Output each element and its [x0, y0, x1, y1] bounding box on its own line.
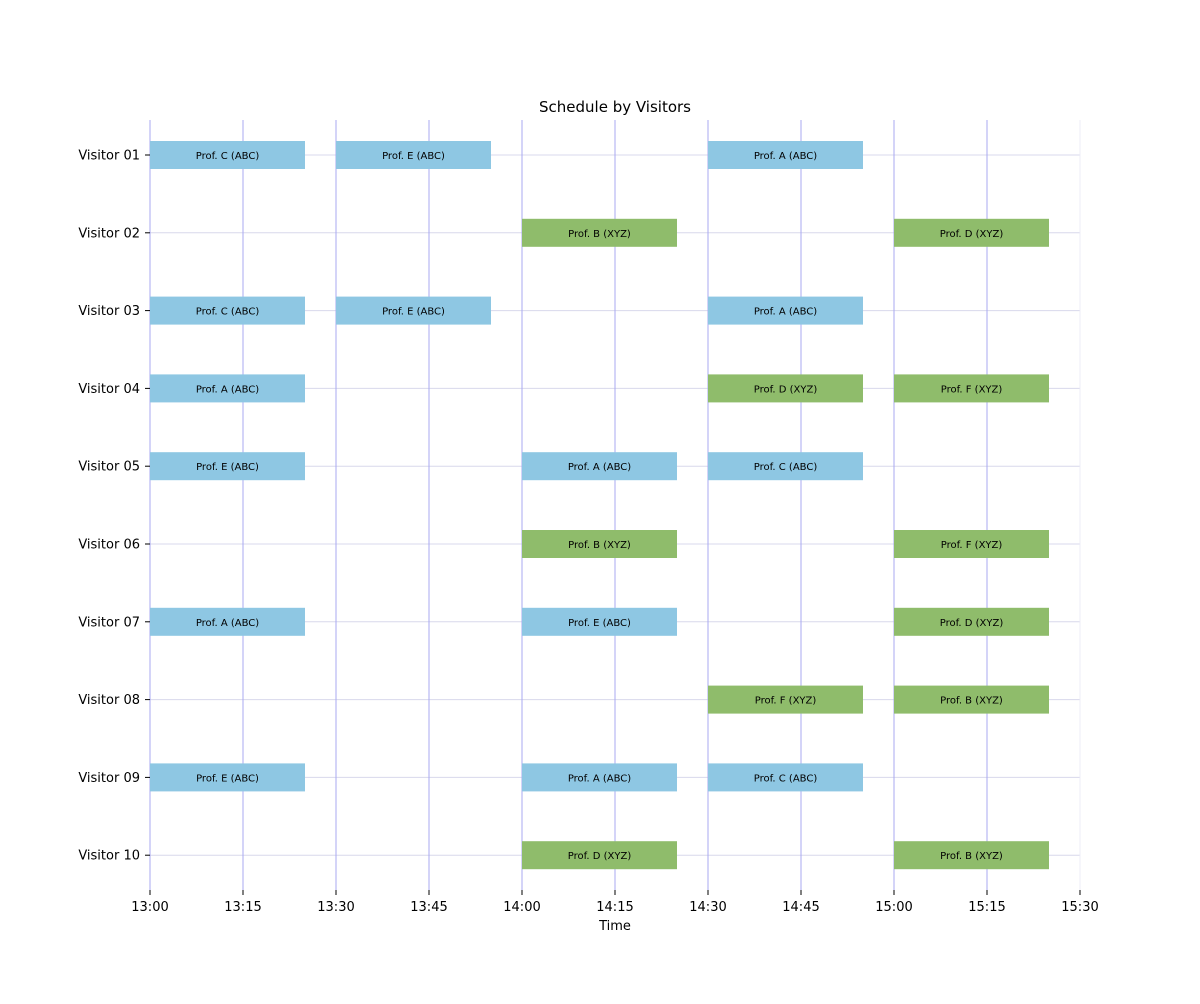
- meeting-label: Prof. E (ABC): [196, 462, 259, 473]
- x-tick-label: 14:45: [782, 900, 819, 915]
- x-tick-label: 14:15: [596, 900, 633, 915]
- meeting-bar: [708, 763, 863, 792]
- meeting-bar: [522, 841, 677, 870]
- y-tick-label: Visitor 05: [78, 460, 140, 475]
- y-tick-label: Visitor 06: [78, 538, 140, 553]
- y-tick-label: Visitor 08: [78, 693, 140, 708]
- meeting-bar: [522, 763, 677, 792]
- meeting-bar: [894, 374, 1049, 403]
- meeting-bar: [150, 296, 305, 325]
- meeting-bar: [522, 530, 677, 558]
- meeting-label: Prof. A (ABC): [568, 462, 631, 473]
- y-tick-label: Visitor 01: [78, 149, 140, 164]
- meeting-label: Prof. F (XYZ): [755, 696, 817, 707]
- meeting-label: Prof. F (XYZ): [941, 384, 1003, 395]
- meeting-bar: [894, 607, 1049, 636]
- meeting-bar: [336, 141, 491, 169]
- meeting-label: Prof. E (ABC): [382, 307, 445, 318]
- meeting-bar: [894, 530, 1049, 558]
- meeting-bar: [708, 685, 863, 714]
- meeting-bar: [522, 218, 677, 247]
- meeting-label: Prof. A (ABC): [568, 773, 631, 784]
- meeting-bar: [522, 452, 677, 481]
- meeting-bar: [150, 452, 305, 481]
- meeting-label: Prof. E (ABC): [196, 773, 259, 784]
- meeting-label: Prof. C (ABC): [196, 151, 260, 162]
- meeting-label: Prof. A (ABC): [196, 384, 259, 395]
- meeting-label: Prof. D (XYZ): [940, 229, 1004, 240]
- meeting-label: Prof. A (ABC): [754, 307, 817, 318]
- x-axis-label: Time: [598, 919, 631, 934]
- y-tick-label: Visitor 04: [78, 382, 140, 397]
- meeting-label: Prof. D (XYZ): [940, 618, 1004, 629]
- x-tick-label: 15:00: [875, 900, 912, 915]
- y-tick-label: Visitor 10: [78, 849, 140, 864]
- meeting-label: Prof. B (XYZ): [568, 229, 631, 240]
- meeting-bar: [708, 452, 863, 481]
- meeting-bar: [894, 841, 1049, 870]
- meeting-label: Prof. A (ABC): [196, 618, 259, 629]
- meeting-label: Prof. C (ABC): [754, 462, 818, 473]
- meeting-label: Prof. B (XYZ): [940, 696, 1003, 707]
- y-tick-label: Visitor 07: [78, 615, 140, 630]
- meeting-bar: [708, 296, 863, 325]
- meeting-label: Prof. D (XYZ): [568, 851, 632, 862]
- meeting-bar: [708, 141, 863, 169]
- x-tick-label: 15:30: [1061, 900, 1098, 915]
- meeting-label: Prof. F (XYZ): [941, 540, 1003, 551]
- meeting-bar: [150, 607, 305, 636]
- meeting-label: Prof. B (XYZ): [940, 851, 1003, 862]
- x-tick-label: 14:00: [503, 900, 540, 915]
- meeting-bar: [522, 607, 677, 636]
- y-tick-label: Visitor 03: [78, 304, 140, 319]
- meeting-label: Prof. C (ABC): [196, 307, 260, 318]
- x-tick-label: 13:30: [317, 900, 354, 915]
- meeting-bar: [894, 685, 1049, 714]
- axis-layer: Visitor 01 Visitor 02 Visitor 03 Visitor 04…: [78, 149, 1098, 916]
- meeting-bar: [150, 374, 305, 403]
- x-tick-label: 13:15: [224, 900, 261, 915]
- meeting-bar: [150, 141, 305, 169]
- x-tick-label: 15:15: [968, 900, 1005, 915]
- x-tick-label: 13:45: [410, 900, 447, 915]
- meeting-label: Prof. E (ABC): [382, 151, 445, 162]
- meeting-bar: [894, 218, 1049, 247]
- x-tick-label: 13:00: [131, 900, 168, 915]
- meeting-label: Prof. B (XYZ): [568, 540, 631, 551]
- meeting-bar: [150, 763, 305, 792]
- bar-layer: Prof. C (ABC) Prof. E (ABC) Prof. A (ABC) P…: [150, 141, 1049, 870]
- meeting-bar: [336, 296, 491, 325]
- meeting-label: Prof. C (ABC): [754, 773, 818, 784]
- meeting-label: Prof. E (ABC): [568, 618, 631, 629]
- y-tick-label: Visitor 09: [78, 771, 140, 786]
- y-tick-label: Visitor 02: [78, 226, 140, 241]
- meeting-label: Prof. D (XYZ): [754, 384, 818, 395]
- chart-title: Schedule by Visitors: [539, 98, 691, 116]
- meeting-label: Prof. A (ABC): [754, 151, 817, 162]
- x-tick-label: 14:30: [689, 900, 726, 915]
- meeting-bar: [708, 374, 863, 403]
